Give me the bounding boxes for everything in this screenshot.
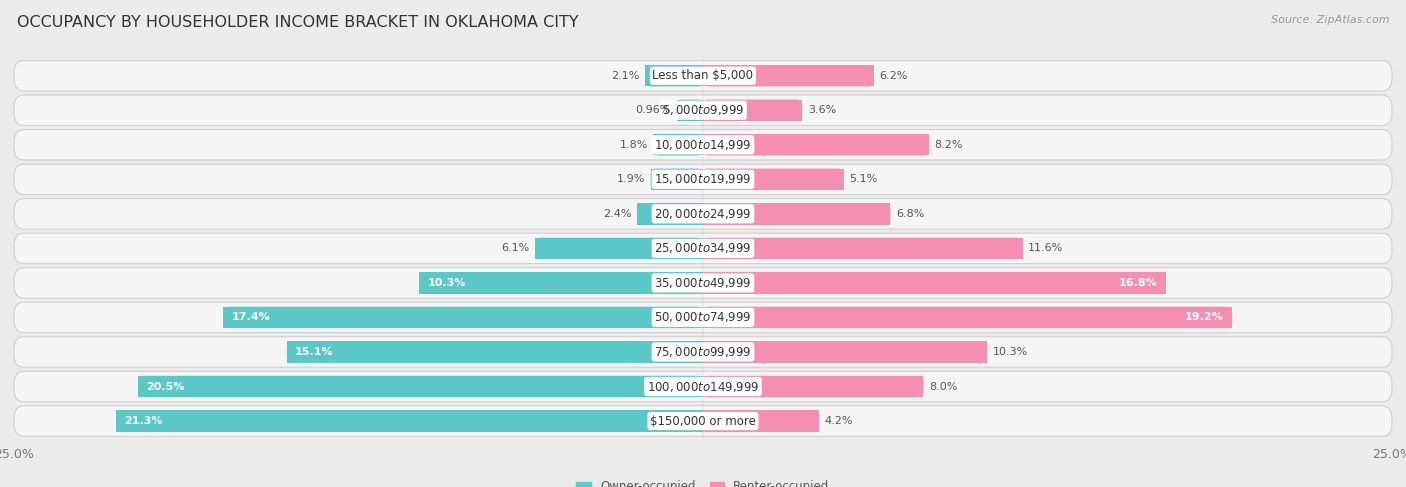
Bar — [117, 411, 703, 432]
Text: 3.6%: 3.6% — [807, 105, 837, 115]
FancyBboxPatch shape — [287, 341, 703, 363]
FancyBboxPatch shape — [14, 95, 1392, 126]
FancyBboxPatch shape — [654, 134, 703, 155]
FancyBboxPatch shape — [14, 406, 1392, 436]
Text: $5,000 to $9,999: $5,000 to $9,999 — [662, 103, 744, 117]
FancyBboxPatch shape — [14, 268, 1392, 298]
Text: 1.8%: 1.8% — [620, 140, 648, 150]
FancyBboxPatch shape — [14, 233, 1392, 263]
FancyBboxPatch shape — [703, 341, 987, 363]
Text: 19.2%: 19.2% — [1185, 313, 1223, 322]
FancyBboxPatch shape — [676, 99, 703, 121]
Text: 10.3%: 10.3% — [993, 347, 1028, 357]
Text: Less than $5,000: Less than $5,000 — [652, 69, 754, 82]
Bar — [419, 272, 703, 294]
FancyBboxPatch shape — [703, 203, 890, 225]
Bar — [534, 238, 703, 259]
FancyBboxPatch shape — [703, 238, 1022, 259]
FancyBboxPatch shape — [703, 65, 875, 86]
FancyBboxPatch shape — [703, 376, 924, 397]
FancyBboxPatch shape — [14, 199, 1392, 229]
Text: 16.8%: 16.8% — [1119, 278, 1157, 288]
Text: 6.1%: 6.1% — [501, 244, 530, 253]
FancyBboxPatch shape — [637, 203, 703, 225]
Bar — [637, 203, 703, 225]
Text: 21.3%: 21.3% — [124, 416, 163, 426]
Text: 6.8%: 6.8% — [896, 209, 924, 219]
Text: OCCUPANCY BY HOUSEHOLDER INCOME BRACKET IN OKLAHOMA CITY: OCCUPANCY BY HOUSEHOLDER INCOME BRACKET … — [17, 15, 578, 30]
Text: 1.9%: 1.9% — [617, 174, 645, 184]
FancyBboxPatch shape — [14, 337, 1392, 367]
Bar — [651, 169, 703, 190]
Text: 8.0%: 8.0% — [929, 381, 957, 392]
FancyBboxPatch shape — [14, 302, 1392, 333]
FancyBboxPatch shape — [14, 130, 1392, 160]
Text: $15,000 to $19,999: $15,000 to $19,999 — [654, 172, 752, 187]
Bar — [703, 99, 803, 121]
Bar — [703, 272, 1166, 294]
Text: $20,000 to $24,999: $20,000 to $24,999 — [654, 207, 752, 221]
Bar — [703, 134, 929, 155]
Bar — [676, 99, 703, 121]
FancyBboxPatch shape — [117, 411, 703, 432]
FancyBboxPatch shape — [703, 99, 803, 121]
Text: 2.1%: 2.1% — [612, 71, 640, 81]
Bar — [224, 307, 703, 328]
Text: $150,000 or more: $150,000 or more — [650, 414, 756, 428]
FancyBboxPatch shape — [703, 307, 1232, 328]
Bar — [645, 65, 703, 86]
Text: $50,000 to $74,999: $50,000 to $74,999 — [654, 310, 752, 324]
Text: $100,000 to $149,999: $100,000 to $149,999 — [647, 379, 759, 393]
Bar — [703, 238, 1022, 259]
Text: 6.2%: 6.2% — [879, 71, 908, 81]
Text: 11.6%: 11.6% — [1028, 244, 1063, 253]
Text: 0.96%: 0.96% — [636, 105, 671, 115]
FancyBboxPatch shape — [14, 164, 1392, 194]
Text: 10.3%: 10.3% — [427, 278, 465, 288]
FancyBboxPatch shape — [14, 371, 1392, 402]
Bar — [703, 169, 844, 190]
Bar — [138, 376, 703, 397]
Text: 17.4%: 17.4% — [232, 313, 270, 322]
FancyBboxPatch shape — [14, 60, 1392, 91]
Text: 20.5%: 20.5% — [146, 381, 184, 392]
Text: 4.2%: 4.2% — [824, 416, 853, 426]
FancyBboxPatch shape — [703, 411, 818, 432]
Text: 8.2%: 8.2% — [935, 140, 963, 150]
FancyBboxPatch shape — [703, 272, 1166, 294]
Text: 5.1%: 5.1% — [849, 174, 877, 184]
Text: Source: ZipAtlas.com: Source: ZipAtlas.com — [1271, 15, 1389, 25]
FancyBboxPatch shape — [703, 134, 929, 155]
FancyBboxPatch shape — [645, 65, 703, 86]
Text: 15.1%: 15.1% — [295, 347, 333, 357]
FancyBboxPatch shape — [534, 238, 703, 259]
Bar — [703, 203, 890, 225]
Text: $35,000 to $49,999: $35,000 to $49,999 — [654, 276, 752, 290]
FancyBboxPatch shape — [419, 272, 703, 294]
Text: 2.4%: 2.4% — [603, 209, 631, 219]
Bar — [703, 307, 1232, 328]
Text: $25,000 to $34,999: $25,000 to $34,999 — [654, 242, 752, 255]
Text: $75,000 to $99,999: $75,000 to $99,999 — [654, 345, 752, 359]
Bar — [654, 134, 703, 155]
FancyBboxPatch shape — [703, 169, 844, 190]
Bar — [703, 411, 818, 432]
Bar — [703, 376, 924, 397]
Bar — [703, 341, 987, 363]
Bar — [703, 65, 875, 86]
FancyBboxPatch shape — [224, 307, 703, 328]
FancyBboxPatch shape — [138, 376, 703, 397]
Bar — [287, 341, 703, 363]
Text: $10,000 to $14,999: $10,000 to $14,999 — [654, 138, 752, 152]
Legend: Owner-occupied, Renter-occupied: Owner-occupied, Renter-occupied — [576, 480, 830, 487]
FancyBboxPatch shape — [651, 169, 703, 190]
